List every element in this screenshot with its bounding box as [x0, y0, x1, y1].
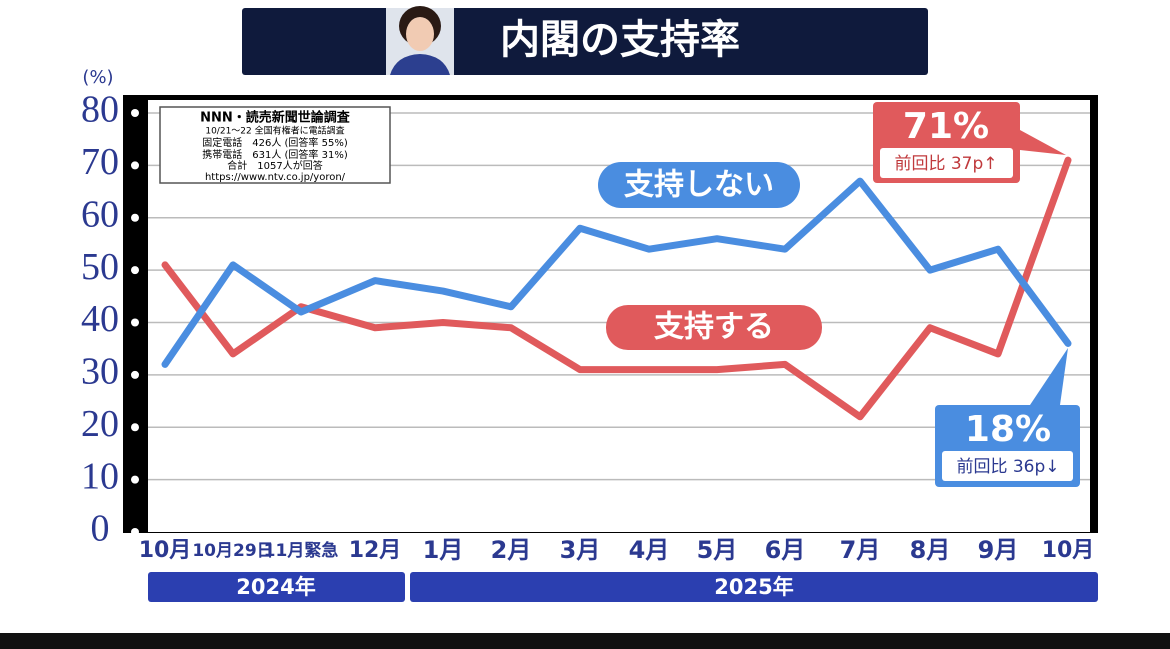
tick-dot	[131, 423, 139, 432]
x-tick-label: 10月	[139, 538, 192, 563]
source-line: 携帯電話 631人 (回答率 31%)	[202, 148, 348, 161]
callout-sub: 前回比 36p↓	[956, 457, 1059, 477]
y-tick-label: 50	[81, 246, 119, 288]
x-tick-label: 3月	[560, 536, 601, 564]
callout-value: 71%	[903, 106, 989, 147]
tick-dot	[131, 370, 139, 379]
callout	[935, 348, 1080, 487]
y-tick-label: 20	[81, 403, 119, 445]
legend-label: 支持する	[654, 310, 774, 345]
portrait	[386, 6, 454, 75]
x-tick-label: 5月	[697, 536, 738, 564]
tick-dot	[131, 318, 139, 327]
legend-pill	[606, 305, 822, 350]
y-tick-label: 30	[81, 351, 119, 393]
source-line: NNN・読売新聞世論調査	[200, 110, 351, 126]
bottom-bar	[0, 633, 1170, 649]
legend-pill	[598, 162, 800, 208]
x-tick-label: 10月29日	[192, 541, 273, 561]
x-tick-label: 9月	[978, 536, 1019, 564]
year-band	[148, 572, 405, 602]
source-box	[159, 106, 391, 184]
x-tick-label: 11月緊急	[264, 540, 339, 561]
x-tick-label: 4月	[629, 536, 670, 564]
callout-sub: 前回比 37p↑	[894, 154, 997, 174]
callout-value: 18%	[965, 409, 1051, 450]
x-tick-label: 2月	[491, 536, 532, 564]
tick-dot	[131, 528, 139, 536]
tick-dot	[131, 266, 139, 275]
y-tick-label: 70	[81, 141, 119, 183]
source-line: 10/21～22 全国有権者に電話調査	[205, 125, 344, 137]
year-band	[410, 572, 1098, 602]
y-tick-label: 0	[91, 508, 110, 550]
series-line	[161, 177, 1072, 368]
source-line: 合計 1057人が回答	[227, 159, 322, 172]
y-unit: (%)	[82, 67, 113, 88]
year-label: 2024年	[236, 575, 315, 599]
source-line: https://www.ntv.co.jp/yoron/	[205, 172, 346, 183]
x-tick-label: 10月	[1042, 538, 1095, 563]
x-tick-label: 7月	[840, 536, 881, 564]
y-tick-label: 40	[81, 298, 119, 340]
y-tick-label: 10	[81, 455, 119, 497]
tick-dot	[131, 161, 139, 170]
legend-label: 支持しない	[624, 168, 774, 203]
callout	[873, 102, 1066, 183]
y-tick-label: 60	[81, 193, 119, 235]
tick-dot	[131, 109, 139, 117]
source-line: 固定電話 426人 (回答率 55%)	[202, 136, 348, 149]
x-tick-label: 8月	[910, 536, 951, 564]
year-label: 2025年	[714, 575, 793, 599]
x-tick-label: 1月	[423, 536, 464, 564]
x-tick-label: 12月	[349, 538, 402, 563]
chart-title: 内閣の支持率	[500, 17, 740, 63]
y-tick-label: 80	[81, 89, 119, 131]
x-tick-label: 6月	[765, 536, 806, 564]
tick-dot	[131, 475, 139, 484]
tick-dot	[131, 213, 139, 222]
